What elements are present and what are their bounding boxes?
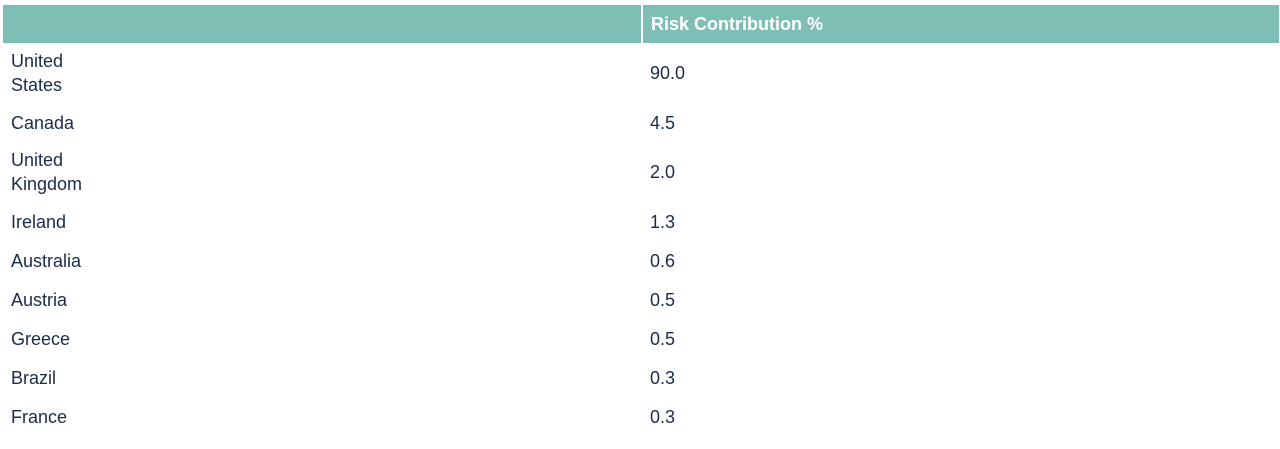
header-row: Risk Contribution % (3, 5, 1279, 43)
table-row: United States 90.0 (3, 43, 1279, 103)
table-row: Brazil 0.3 (3, 358, 1279, 397)
country-cell: Ireland (3, 202, 642, 241)
table-row: Canada 4.5 (3, 103, 1279, 142)
value-cell: 4.5 (650, 112, 676, 133)
value-cell: 2.0 (650, 162, 676, 182)
header-risk-contribution: Risk Contribution % (641, 5, 1279, 43)
country-cell: Brazil (3, 358, 642, 397)
value-cell: 0.6 (650, 250, 676, 271)
country-cell: France (3, 397, 642, 436)
country-cell: United States (3, 43, 642, 103)
table-row: Austria 0.5 (3, 280, 1279, 319)
table-row: Ireland 1.3 (3, 202, 1279, 241)
value-cell: 0.5 (650, 289, 676, 310)
country-cell: Australia (3, 241, 642, 280)
risk-contribution-table: Risk Contribution % United States 90.0 C… (3, 5, 1279, 436)
value-cell: 0.3 (650, 406, 676, 427)
country-cell: Canada (3, 103, 642, 142)
value-cell: 90.0 (650, 63, 686, 83)
country-label: United States (11, 51, 64, 95)
country-label: Austria (11, 289, 68, 310)
country-cell: Greece (3, 319, 642, 358)
data-table: Risk Contribution % United States 90.0 C… (3, 5, 1279, 436)
value-cell: 1.3 (650, 211, 676, 232)
country-label: Ireland (11, 211, 67, 232)
table-header: Risk Contribution % (3, 5, 1279, 43)
country-label: Brazil (11, 367, 57, 388)
table-row: France 0.3 (3, 397, 1279, 436)
country-cell: United Kingdom (3, 142, 642, 202)
table-body: United States 90.0 Canada 4.5 United Kin… (3, 43, 1279, 436)
header-country (3, 5, 642, 43)
country-label: United Kingdom (11, 150, 83, 194)
country-label: Greece (11, 328, 71, 349)
value-cell: 0.5 (650, 328, 676, 349)
country-label: Canada (11, 112, 75, 133)
table-row: United Kingdom 2.0 (3, 142, 1279, 202)
country-label: Australia (11, 250, 82, 271)
table-row: Greece 0.5 (3, 319, 1279, 358)
country-cell: Austria (3, 280, 642, 319)
table-row: Australia 0.6 (3, 241, 1279, 280)
value-cell: 0.3 (650, 367, 676, 388)
country-label: France (11, 406, 68, 427)
